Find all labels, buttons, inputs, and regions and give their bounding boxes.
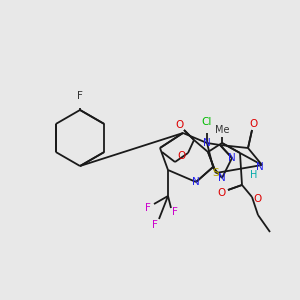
Text: H: H xyxy=(250,170,258,180)
Text: F: F xyxy=(145,203,151,213)
Text: S: S xyxy=(213,168,219,178)
Text: O: O xyxy=(218,188,226,198)
Text: O: O xyxy=(176,120,184,130)
Text: F: F xyxy=(77,91,83,101)
Text: N: N xyxy=(203,138,211,148)
Text: Me: Me xyxy=(215,125,229,135)
Text: F: F xyxy=(172,207,178,217)
Text: N: N xyxy=(256,162,264,172)
Text: O: O xyxy=(250,119,258,129)
Text: N: N xyxy=(228,153,236,163)
Text: O: O xyxy=(254,194,262,204)
Text: F: F xyxy=(152,220,158,230)
Text: O: O xyxy=(177,151,185,161)
Text: N: N xyxy=(218,173,226,183)
Text: N: N xyxy=(192,177,200,187)
Text: Cl: Cl xyxy=(202,117,212,127)
